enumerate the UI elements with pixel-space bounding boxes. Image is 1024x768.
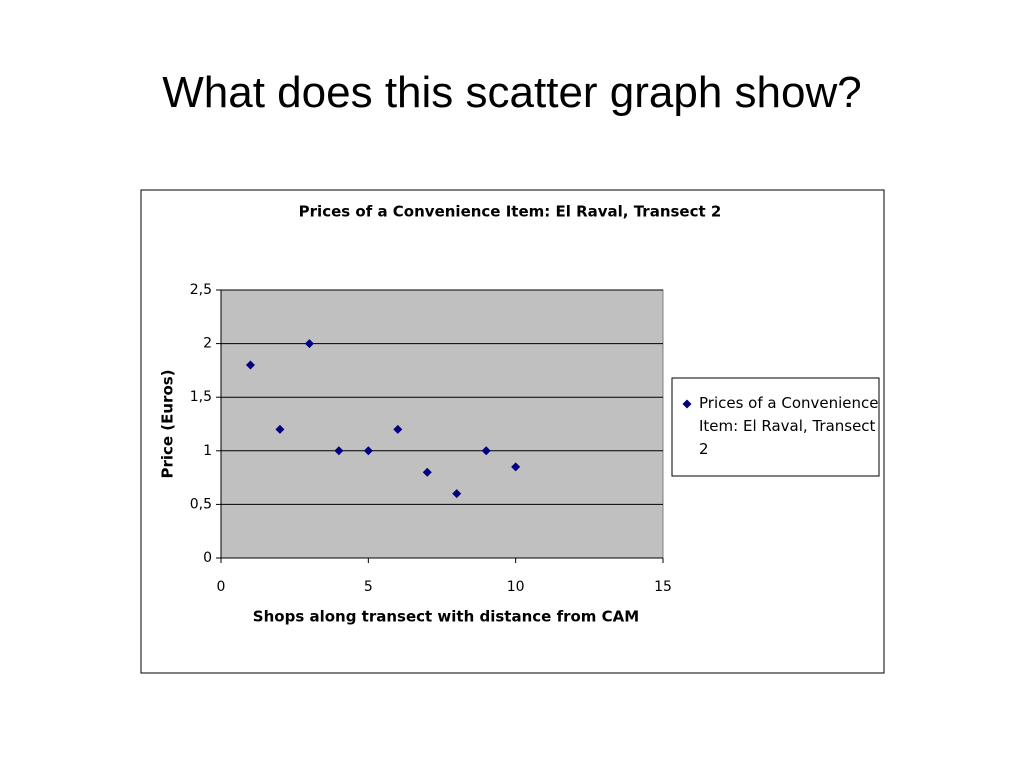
x-tick-label: 10 bbox=[507, 579, 525, 595]
y-tick-label: 2 bbox=[203, 336, 212, 352]
y-tick-label: 0 bbox=[203, 550, 212, 566]
y-tick-label: 1,5 bbox=[190, 389, 212, 405]
scatter-point bbox=[334, 446, 344, 456]
x-tick-label: 5 bbox=[364, 579, 373, 595]
legend-box bbox=[671, 377, 880, 477]
y-tick-label: 2,5 bbox=[190, 282, 212, 298]
y-axis-label: Price (Euros) bbox=[159, 369, 177, 478]
scatter-point bbox=[245, 360, 255, 370]
scatter-point bbox=[275, 424, 285, 434]
scatter-point bbox=[422, 467, 432, 477]
scatter-point bbox=[393, 424, 403, 434]
x-tick-label: 0 bbox=[217, 579, 226, 595]
scatter-point bbox=[304, 339, 314, 349]
y-tick-label: 1 bbox=[203, 443, 212, 459]
y-tick-label: 0,5 bbox=[190, 496, 212, 512]
scatter-point bbox=[481, 446, 491, 456]
scatter-point bbox=[511, 462, 521, 472]
x-axis-label: Shops along transect with distance from … bbox=[253, 608, 639, 626]
scatter-point bbox=[452, 489, 462, 499]
slide-title: What does this scatter graph show? bbox=[162, 68, 862, 117]
scatter-point bbox=[363, 446, 373, 456]
legend-label: Prices of a Convenience Item: El Raval, … bbox=[699, 394, 879, 458]
chart-title: Prices of a Convenience Item: El Raval, … bbox=[299, 203, 722, 221]
legend-marker bbox=[682, 399, 692, 409]
x-tick-label: 15 bbox=[654, 579, 672, 595]
plot-area bbox=[220, 289, 664, 559]
